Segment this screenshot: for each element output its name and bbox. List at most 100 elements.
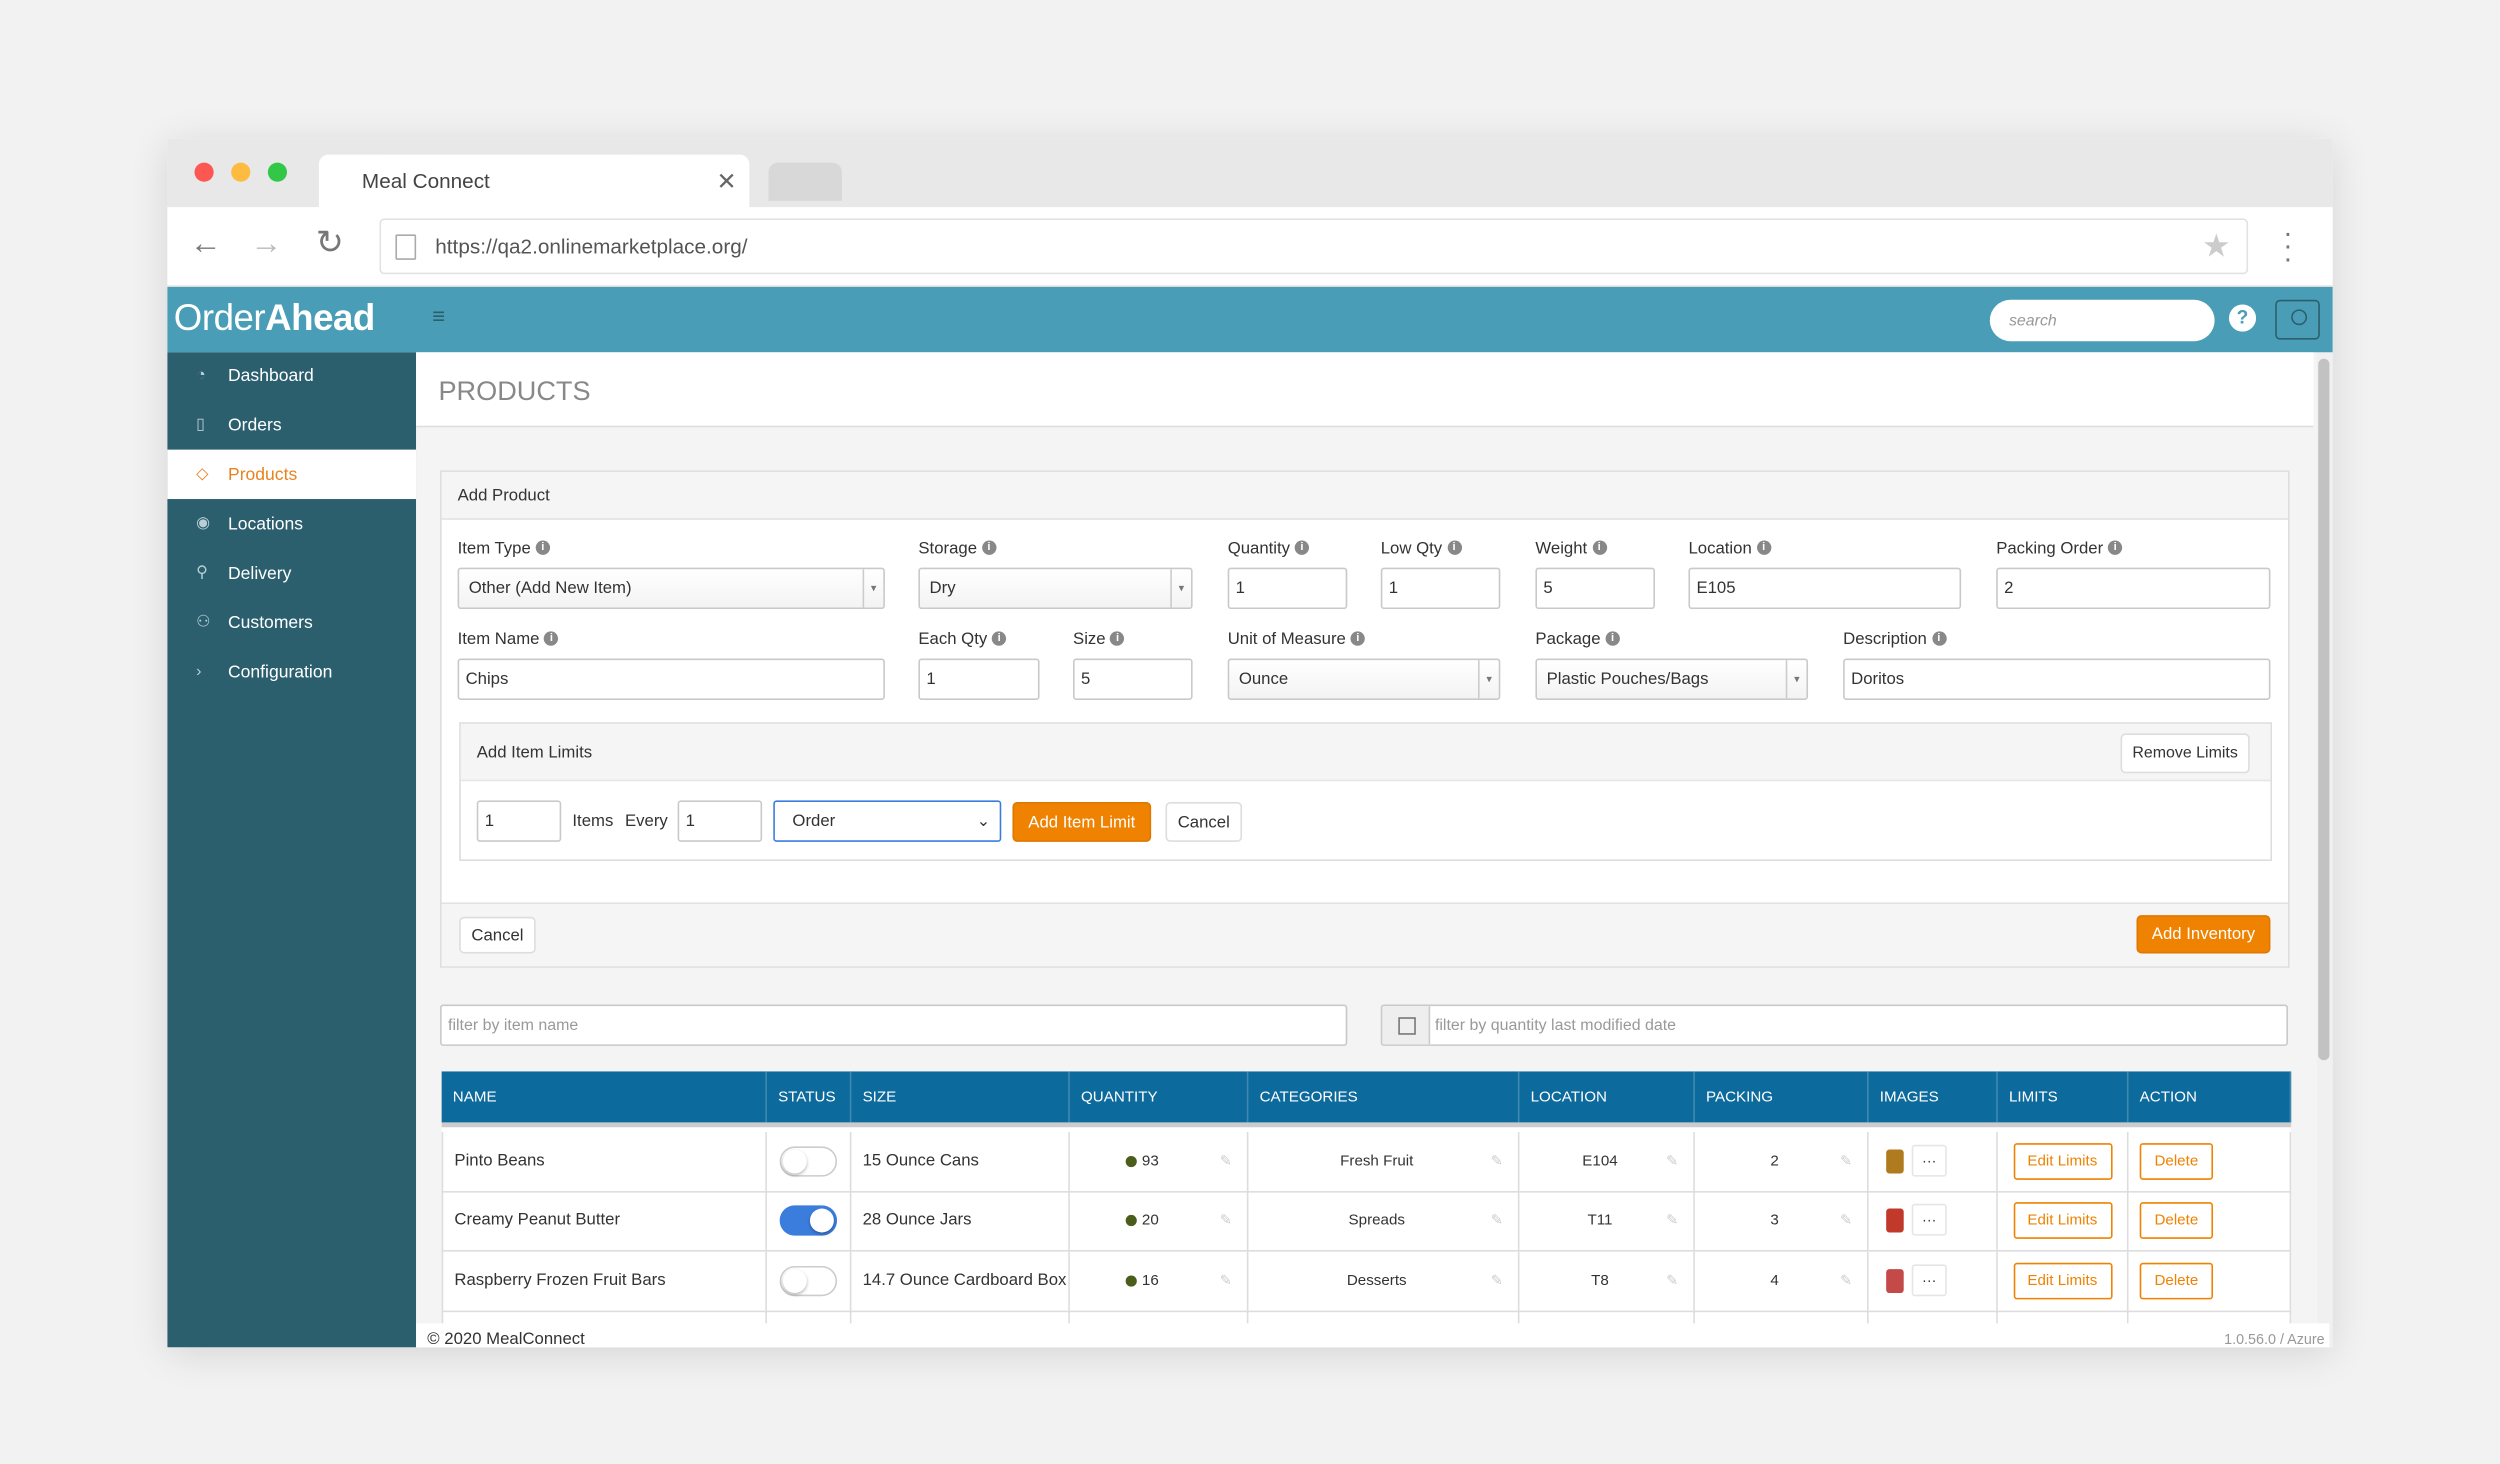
status-cell — [766, 1132, 852, 1192]
edit-pencil[interactable]: ✎ — [1839, 1152, 1852, 1169]
nav-item[interactable]: › Configuration — [167, 647, 416, 696]
delete-button[interactable]: Delete — [2139, 1142, 2214, 1180]
status-toggle[interactable] — [779, 1145, 838, 1177]
nav-icon: › — [196, 663, 202, 681]
field-value: Ounce — [1238, 669, 1289, 689]
remove-limits-button[interactable]: Remove Limits — [2120, 733, 2250, 774]
edit-pencil[interactable]: ✎ — [1666, 1272, 1679, 1289]
add-inventory-button[interactable]: Add Inventory — [2136, 915, 2271, 954]
user-button[interactable] — [2275, 299, 2320, 340]
edit-pencil[interactable]: ✎ — [1219, 1152, 1232, 1169]
select-caret: ▾ — [1478, 660, 1499, 699]
column-header: NAME — [442, 1071, 767, 1123]
nav-item[interactable]: ◇ Products — [167, 449, 417, 500]
search-input[interactable]: search — [1989, 299, 2215, 342]
status-toggle[interactable] — [779, 1204, 838, 1236]
nav-item[interactable]: ◔ Dashboard — [167, 351, 416, 400]
more-images-button[interactable]: ··· — [1911, 1204, 1947, 1237]
nav-icon: ⚲ — [196, 564, 208, 582]
quantity-cell: 20 — [1069, 1191, 1249, 1251]
add-product-panel — [440, 470, 2290, 968]
add-item-limit-button[interactable]: Add Item Limit — [1012, 801, 1152, 842]
limit-count-input[interactable]: 1 — [476, 800, 562, 842]
name-filter[interactable]: filter by item name — [440, 1004, 1348, 1046]
field-value: 5 — [1543, 578, 1553, 598]
edit-pencil[interactable]: ✎ — [1490, 1211, 1503, 1228]
select[interactable]: Ounce ▾ — [1227, 658, 1501, 700]
browser-tab[interactable]: Meal Connect ✕ — [318, 154, 750, 208]
packing: 3 — [1770, 1211, 1779, 1229]
limit-every-input[interactable]: 1 — [677, 800, 763, 842]
edit-pencil[interactable]: ✎ — [1839, 1272, 1852, 1289]
status-toggle[interactable] — [779, 1265, 838, 1296]
row-divider — [2129, 1310, 2292, 1324]
nav-item[interactable]: ⚇ Customers — [167, 598, 416, 647]
edit-limits-button[interactable]: Edit Limits — [2012, 1201, 2112, 1239]
address-bar[interactable]: https://qa2.onlinemarketplace.org/ ★ — [379, 218, 2249, 275]
menu-toggle[interactable]: ≡ — [432, 302, 446, 329]
reload-button[interactable]: ↻ — [315, 224, 344, 262]
limit-cancel-button[interactable]: Cancel — [1165, 801, 1243, 842]
edit-pencil[interactable]: ✎ — [1490, 1272, 1503, 1289]
help-icon[interactable]: ? — [2228, 304, 2257, 332]
edit-limits-button[interactable]: Edit Limits — [2012, 1262, 2112, 1300]
delete-button[interactable]: Delete — [2139, 1262, 2214, 1300]
name-cell: Pinto Beans — [441, 1132, 767, 1192]
input[interactable]: 2 — [1996, 567, 2271, 610]
select[interactable]: Other (Add New Item) ▾ — [457, 567, 885, 610]
bookmark-star[interactable]: ★ — [2201, 229, 2231, 265]
brand-light: Order — [173, 296, 266, 339]
new-tab[interactable] — [768, 162, 842, 201]
field-label-text: Item Name — [457, 628, 540, 649]
packing: 2 — [1770, 1152, 1779, 1170]
edit-limits-button[interactable]: Edit Limits — [2012, 1142, 2112, 1180]
limits-header: Add Item Limits — [460, 723, 2271, 782]
app-header — [167, 286, 2333, 353]
input[interactable]: 5 — [1073, 658, 1193, 700]
cancel-button[interactable]: Cancel — [459, 916, 536, 954]
column-header: IMAGES — [1869, 1071, 1998, 1123]
browser-menu[interactable]: · · · — [2283, 216, 2293, 275]
nav-item[interactable]: ▯ Orders — [167, 400, 416, 449]
field-value: 5 — [1081, 669, 1091, 689]
product-size: 15 Ounce Cans — [862, 1151, 979, 1171]
close-dot[interactable] — [194, 162, 214, 182]
limit-period-select[interactable]: Order ⌄ — [773, 800, 1002, 842]
field-value: 2 — [2004, 578, 2014, 598]
field-label-text: Unit of Measure — [1227, 628, 1346, 649]
more-images-button[interactable]: ··· — [1911, 1264, 1947, 1297]
scroll-thumb[interactable] — [2318, 358, 2330, 1061]
edit-pencil[interactable]: ✎ — [1839, 1211, 1852, 1228]
field-value: 1 — [1388, 578, 1399, 598]
images-cell: ··· — [1868, 1191, 1998, 1251]
input[interactable]: 1 — [1380, 567, 1501, 610]
select[interactable]: Dry ▾ — [918, 567, 1193, 610]
delete-button[interactable]: Delete — [2139, 1201, 2214, 1239]
info-icon: i — [1756, 540, 1771, 555]
info-icon: i — [1931, 631, 1947, 646]
input[interactable]: 1 — [918, 658, 1040, 700]
nav-item[interactable]: ◉ Locations — [167, 499, 416, 548]
forward-button[interactable]: → — [250, 226, 283, 262]
date-filter[interactable]: filter by quantity last modified date — [1380, 1004, 2288, 1046]
tab-close[interactable]: ✕ — [716, 168, 737, 196]
input[interactable]: Chips — [457, 658, 885, 700]
edit-pencil[interactable]: ✎ — [1666, 1152, 1679, 1169]
input[interactable]: Doritos — [1843, 658, 2271, 700]
edit-pencil[interactable]: ✎ — [1666, 1211, 1679, 1228]
field-label: Weight i — [1535, 537, 1607, 558]
maximize-dot[interactable] — [267, 162, 287, 182]
edit-pencil[interactable]: ✎ — [1490, 1152, 1503, 1169]
more-images-button[interactable]: ··· — [1911, 1145, 1947, 1178]
toggle-knob — [782, 1268, 807, 1293]
input[interactable]: 1 — [1227, 567, 1348, 610]
minimize-dot[interactable] — [231, 162, 251, 182]
select[interactable]: Plastic Pouches/Bags ▾ — [1535, 658, 1809, 700]
nav-item[interactable]: ⚲ Delivery — [167, 548, 416, 597]
location-cell: T11 — [1519, 1191, 1695, 1251]
back-button[interactable]: ← — [189, 226, 222, 262]
edit-pencil[interactable]: ✎ — [1219, 1272, 1232, 1289]
edit-pencil[interactable]: ✎ — [1219, 1211, 1232, 1228]
input[interactable]: 5 — [1535, 567, 1655, 610]
input[interactable]: E105 — [1688, 567, 1962, 610]
